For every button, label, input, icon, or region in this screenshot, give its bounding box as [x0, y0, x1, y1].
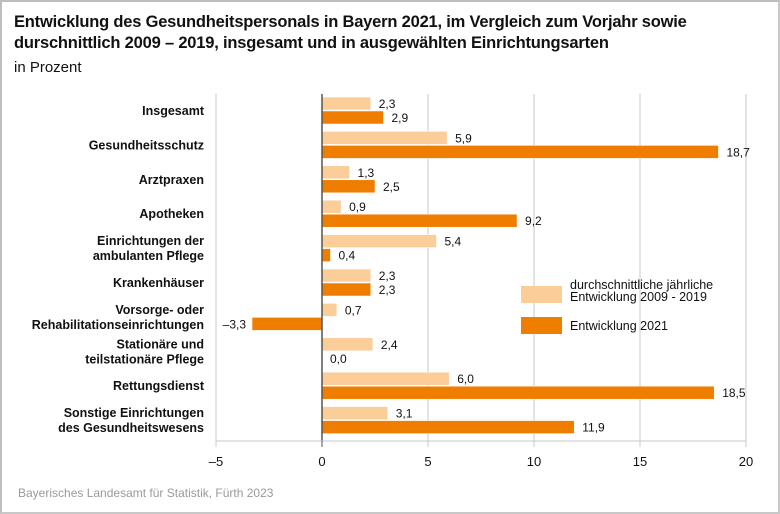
value-label: –3,3 [223, 317, 247, 331]
bar-2021 [321, 282, 372, 297]
value-label: 6,0 [457, 372, 474, 386]
bar-avg-2009-2019 [321, 234, 437, 248]
value-label: 2,5 [383, 180, 400, 194]
legend-swatch-avg [521, 286, 562, 303]
x-tick-label: 10 [527, 454, 541, 469]
bar-2021 [321, 385, 715, 400]
chart-title-line-2: durschnittlich 2009 – 2019, insgesamt un… [14, 34, 609, 52]
value-label: 9,2 [525, 214, 542, 228]
x-tick-label: 20 [739, 454, 753, 469]
category-label: Insgesamt [142, 104, 205, 118]
bar-avg-2009-2019 [321, 371, 450, 386]
value-label: 3,1 [396, 407, 413, 421]
chart-title: Entwicklung des Gesundheitspersonals in … [14, 12, 754, 54]
category-label: Krankenhäuser [113, 276, 204, 290]
value-label: 0,0 [330, 352, 347, 366]
category-label: des Gesundheitswesens [58, 421, 204, 435]
legend-swatch-2021 [521, 317, 562, 334]
bar-2021 [321, 145, 719, 159]
value-label: 18,7 [726, 145, 750, 159]
value-labels: 2,32,95,918,71,32,50,99,25,40,42,32,30,7… [223, 97, 750, 435]
bar-avg-2009-2019 [321, 131, 448, 145]
value-label: 5,4 [444, 235, 461, 249]
category-label: Vorsorge- oder [115, 303, 204, 317]
category-label: Einrichtungen der [97, 234, 204, 248]
value-label: 0,4 [338, 249, 355, 263]
category-label: Rehabilitationseinrichtungen [32, 318, 204, 332]
chart-subtitle: in Prozent [14, 59, 82, 76]
bar-2021 [321, 248, 331, 262]
bar-avg-2009-2019 [321, 165, 350, 180]
value-label: 18,5 [722, 386, 746, 400]
value-label: 2,3 [379, 283, 396, 297]
legend-label: Entwicklung 2021 [570, 319, 668, 333]
bar-2021 [321, 110, 384, 125]
category-label: Stationäre und [116, 337, 204, 351]
bar-avg-2009-2019 [321, 268, 372, 283]
bar-avg-2009-2019 [321, 337, 374, 352]
bar-avg-2009-2019 [321, 199, 342, 214]
value-label: 11,9 [582, 421, 605, 435]
x-tick-label: 5 [424, 454, 431, 469]
value-label: 2,4 [381, 338, 398, 352]
bar-2021 [321, 179, 376, 194]
bar-avg-2009-2019 [321, 303, 338, 317]
bar-2021 [321, 213, 518, 228]
x-tick-label: –5 [209, 454, 223, 469]
bar-avg-2009-2019 [321, 406, 388, 420]
value-label: 2,3 [379, 97, 396, 111]
category-label: Arztpraxen [139, 173, 204, 187]
bar-2021 [251, 317, 323, 331]
category-label: ambulanten Pflege [93, 249, 204, 263]
source-note: Bayerisches Landesamt für Statistik, Für… [18, 486, 274, 500]
bar-2021 [321, 420, 575, 434]
value-label: 5,9 [455, 131, 472, 145]
value-label: 0,7 [345, 303, 362, 317]
value-label: 1,3 [358, 166, 375, 180]
legend-label: Entwicklung 2009 - 2019 [570, 290, 707, 304]
x-axis: –5 0 5 10 15 20 [209, 440, 753, 469]
x-tick-label: 0 [318, 454, 325, 469]
category-label: Rettungsdienst [113, 379, 205, 393]
bar-avg-2009-2019 [321, 96, 372, 111]
chart-title-line-1: Entwicklung des Gesundheitspersonals in … [14, 13, 687, 31]
category-label: Sonstige Einrichtungen [64, 406, 204, 420]
category-labels: Insgesamt Gesundheitsschutz Arztpraxen Apot… [32, 104, 205, 435]
x-tick-label: 15 [633, 454, 647, 469]
value-label: 2,3 [379, 269, 396, 283]
category-label: Apotheken [139, 207, 204, 221]
legend-label: durchschnittliche jährliche [570, 278, 713, 292]
value-label: 2,9 [391, 111, 408, 125]
category-label: teilstationäre Pflege [85, 352, 204, 366]
category-label: Gesundheitsschutz [89, 138, 204, 152]
bars [251, 96, 719, 434]
value-label: 0,9 [349, 200, 366, 214]
